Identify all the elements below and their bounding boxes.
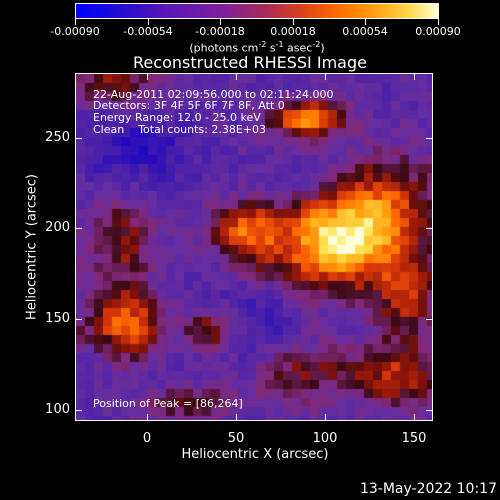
x-tick [236, 73, 237, 80]
x-tick [236, 414, 237, 421]
y-tick-label: 150 [45, 311, 70, 326]
colorbar-tick-label: -0.00018 [195, 25, 245, 38]
y-tick [426, 228, 433, 229]
y-axis-title: Heliocentric Y (arcsec) [24, 174, 40, 320]
y-tick [426, 410, 433, 411]
x-tick [325, 73, 326, 80]
info-clean-counts: Clean Total counts: 2.38E+03 [93, 123, 267, 136]
colorbar-tick [438, 19, 439, 25]
info-time-range: 22-Aug-2011 02:09:56.000 to 02:11:24.000 [93, 88, 334, 101]
x-tick-label: 0 [142, 431, 152, 446]
colorbar-tick [220, 19, 221, 25]
x-tick [414, 414, 415, 421]
info-energy-range: Energy Range: 12.0 - 25.0 keV [93, 111, 261, 124]
plot-title: Reconstructed RHESSI Image [133, 53, 367, 72]
x-tick [147, 73, 148, 80]
colorbar-tick [75, 19, 76, 25]
colorbar-tick [148, 19, 149, 25]
info-peak-position: Position of Peak = [86,264] [93, 397, 243, 410]
x-tick [325, 414, 326, 421]
colorbar-tick-label: 0.00090 [415, 25, 461, 38]
x-axis-title: Heliocentric X (arcsec) [181, 447, 329, 462]
y-tick-label: 200 [45, 220, 70, 235]
colorbar-tick-label: -0.00090 [50, 25, 100, 38]
x-tick [147, 414, 148, 421]
y-tick-label: 100 [45, 402, 70, 417]
y-tick [75, 410, 82, 411]
colorbar [75, 3, 439, 19]
colorbar-tick-label: -0.00054 [123, 25, 173, 38]
y-tick [75, 228, 82, 229]
colorbar-tick [293, 19, 294, 25]
y-tick [426, 138, 433, 139]
y-tick [426, 319, 433, 320]
heatmap-image [76, 74, 432, 420]
colorbar-tick-label: 0.00018 [270, 25, 316, 38]
x-tick-label: 150 [401, 431, 427, 446]
colorbar-tick-label: 0.00054 [342, 25, 388, 38]
footer-timestamp: 13-May-2022 10:17 [359, 481, 497, 497]
info-detectors: Detectors: 3F 4F 5F 6F 7F 8F, Att 0 [93, 99, 285, 112]
y-tick-label: 250 [45, 130, 70, 145]
image-plot [75, 73, 433, 421]
colorbar-units: (photons cm-2 s-1 asec-2) [189, 40, 325, 55]
x-tick-label: 100 [312, 431, 338, 446]
y-tick [75, 138, 82, 139]
colorbar-tick [365, 19, 366, 25]
x-tick-label: 50 [227, 431, 245, 446]
y-tick [75, 319, 82, 320]
x-tick [414, 73, 415, 80]
